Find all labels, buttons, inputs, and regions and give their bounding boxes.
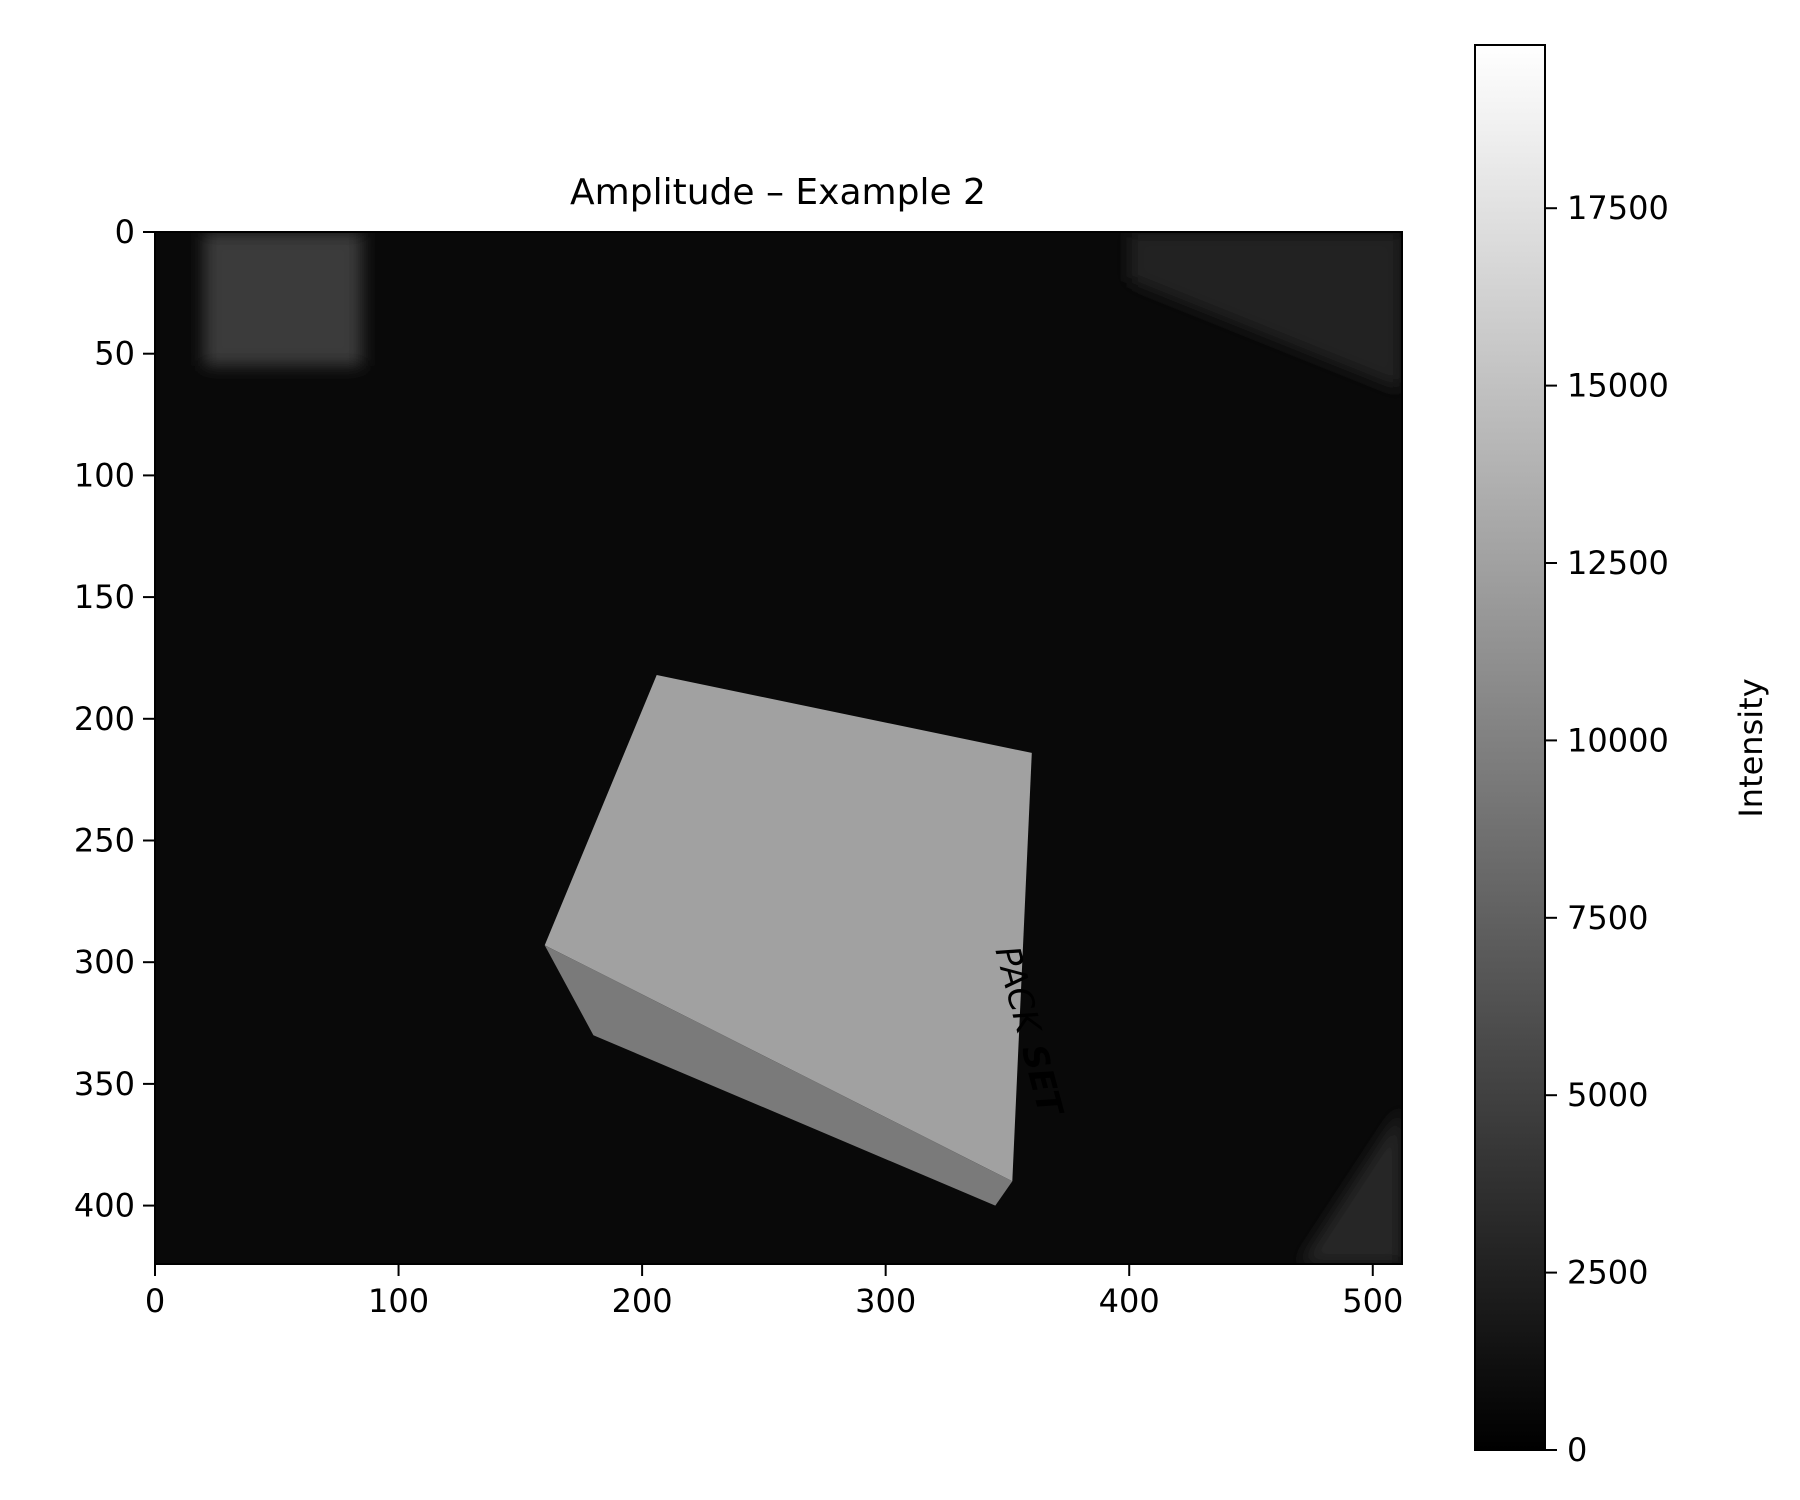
chart-title: Amplitude – Example 2: [570, 172, 986, 213]
image-region-box-top-face: [544, 675, 1032, 1182]
colorbar-tick-label: 12500: [1567, 544, 1669, 582]
y-axis-ticks: 0 50 100 150 200 250 300 350 400: [74, 213, 155, 1225]
image-region-shelf-top-left: [203, 232, 362, 366]
y-tick-label: 100: [74, 456, 135, 494]
image-region-box-front-face: [544, 945, 1013, 1206]
y-tick-label: 250: [74, 821, 135, 859]
colorbar-tick-label: 10000: [1567, 721, 1669, 759]
y-tick-label: 200: [74, 700, 135, 738]
x-tick-label: 500: [1342, 1282, 1403, 1320]
colorbar-tick-label: 15000: [1567, 367, 1669, 405]
y-tick-label: 50: [94, 335, 135, 373]
image-region-bright-corner-top-right: [1129, 232, 1402, 391]
colorbar-ticks: 0 2500 5000 7500 10000 12500 15000 17500: [1545, 189, 1669, 1469]
x-tick-label: 200: [612, 1282, 673, 1320]
x-tick-label: 100: [368, 1282, 429, 1320]
colorbar-tick-label: 2500: [1567, 1254, 1648, 1292]
x-axis-ticks: 0 100 200 300 400 500: [145, 1264, 1403, 1320]
colorbar-label: Intensity: [1732, 678, 1770, 817]
y-tick-label: 0: [115, 213, 135, 251]
colorbar-tick-label: 17500: [1567, 189, 1669, 227]
x-tick-label: 300: [855, 1282, 916, 1320]
y-tick-label: 400: [74, 1187, 135, 1225]
colorbar-tick-label: 0: [1567, 1431, 1587, 1469]
y-tick-label: 350: [74, 1065, 135, 1103]
x-tick-label: 400: [1099, 1282, 1160, 1320]
y-tick-label: 300: [74, 943, 135, 981]
colorbar: [1474, 44, 1546, 1451]
image-region-bright-corner-bottom-right: [1299, 1108, 1402, 1264]
x-tick-label: 0: [145, 1282, 165, 1320]
y-tick-label: 150: [74, 578, 135, 616]
plot-frame: [154, 231, 1403, 1265]
colorbar-tick-label: 5000: [1567, 1076, 1648, 1114]
colorbar-tick-label: 7500: [1567, 899, 1648, 937]
